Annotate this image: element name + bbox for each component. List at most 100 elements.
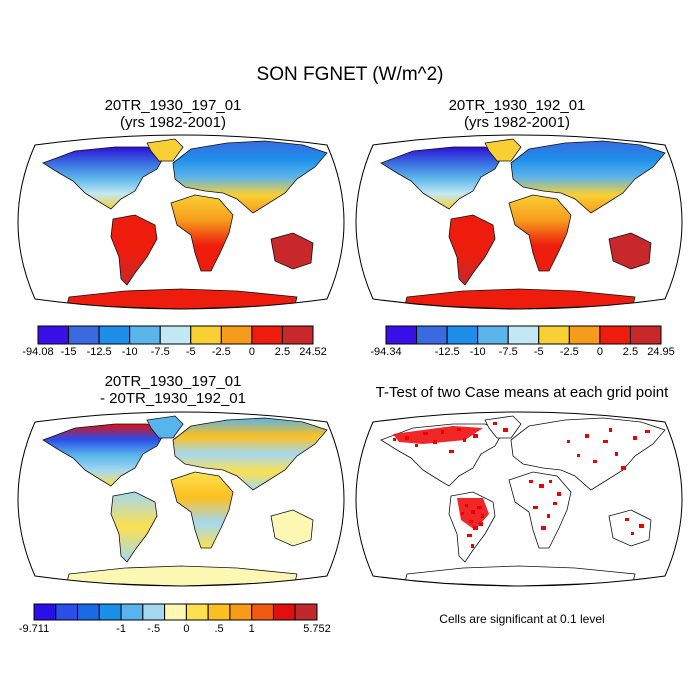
australia-landmass — [270, 509, 314, 547]
panel-2-title-line2: (yrs 1982-2001) — [464, 114, 570, 131]
eurasia-landmass — [510, 140, 666, 214]
panel-1-title-line2: (yrs 1982-2001) — [120, 114, 226, 131]
significant-cell — [633, 436, 637, 440]
map-boundary — [355, 411, 683, 587]
colorbar-3-box-11 — [272, 603, 296, 621]
colorbar-2-label: -5 — [533, 346, 544, 358]
map-panel-ttest — [355, 411, 683, 587]
figure-title: SON FGNET (W/m^2) — [256, 64, 444, 85]
colorbar-1-label: -2.5 — [211, 346, 231, 358]
namerica-landmass — [380, 146, 504, 210]
colorbar-1-label: -15 — [60, 346, 77, 358]
colorbar-2-box-7 — [599, 325, 631, 345]
colorbar-3-label: 0 — [183, 623, 190, 635]
samerica-landmass — [110, 214, 158, 286]
colorbar-2-label: 0 — [596, 346, 603, 358]
colorbar-1-box-5 — [190, 325, 222, 345]
colorbar-3-box-12 — [294, 603, 318, 621]
colorbar-3-label: .5 — [214, 623, 224, 635]
significant-cell — [449, 450, 454, 453]
colorbar-2-label: 2.5 — [622, 346, 639, 358]
significant-cell — [577, 454, 580, 457]
significant-cell — [625, 518, 629, 521]
colorbar-3-label: 5.752 — [303, 623, 331, 635]
panel-1-title: 20TR_1930_197_01 (yrs 1982-2001) — [28, 97, 318, 131]
colorbar-3-label: -.5 — [147, 623, 161, 635]
panel-4-title-line1: T-Test of two Case means at each grid po… — [375, 384, 669, 401]
colorbar-1-label: 24.52 — [299, 346, 327, 358]
colorbar-2-label: -94.34 — [370, 346, 402, 358]
significant-cell — [393, 438, 396, 441]
panel-3-title-line1: 20TR_1930_197_01 — [104, 373, 242, 390]
colorbar-2-box-5 — [538, 325, 570, 345]
colorbar-3-box-7 — [185, 603, 209, 621]
significant-region-south-america — [457, 498, 489, 530]
significant-cell — [473, 434, 478, 438]
colorbar-1-box-3 — [129, 325, 161, 345]
samerica-landmass — [110, 491, 158, 563]
significant-cell — [621, 466, 626, 470]
significant-cell — [467, 534, 472, 537]
colorbar-2-label: -12.5 — [434, 346, 460, 358]
colorbar-1-box-2 — [98, 325, 131, 345]
colorbar-1-box-1 — [68, 325, 100, 345]
greenland-landmass — [484, 138, 522, 162]
colorbar-3-box-8 — [207, 603, 231, 621]
colorbar-1-label: -5 — [185, 346, 196, 358]
significant-cell — [547, 514, 550, 518]
colorbar-3-box-6 — [164, 603, 187, 621]
colorbar-1-label: -7.5 — [150, 346, 170, 358]
greenland-landmass — [146, 415, 184, 439]
colorbar-3-box-9 — [229, 603, 253, 621]
colorbar-3-box-10 — [251, 603, 274, 621]
significant-cell — [631, 532, 634, 535]
colorbar-3-box-3 — [98, 603, 122, 621]
greenland-landmass — [484, 415, 522, 439]
significant-cell — [603, 440, 608, 443]
panel-3-title-line2: - 20TR_1930_192_01 — [100, 390, 246, 407]
colorbar-2-box-0 — [385, 325, 418, 345]
colorbar-panel-3-labels: -9.711 -1 -.5 0 .5 1 5.752 — [19, 623, 331, 637]
map-panel-case-192 — [355, 134, 683, 310]
namerica-landmass — [42, 423, 166, 487]
namerica-landmass — [42, 146, 166, 210]
significant-cell — [539, 484, 544, 488]
colorbar-3-box-2 — [77, 603, 100, 621]
significant-cell — [533, 506, 538, 509]
significant-cell — [541, 526, 546, 530]
colorbar-2-label: -10 — [469, 346, 486, 358]
eurasia-landmass — [172, 417, 328, 491]
colorbar-1-box-4 — [159, 325, 192, 345]
colorbar-3-label: -1 — [116, 623, 126, 635]
eurasia-landmass — [172, 140, 328, 214]
colorbar-panel-2 — [385, 325, 662, 345]
map-boundary — [17, 134, 345, 310]
colorbar-3-box-0 — [33, 603, 57, 621]
map-panel-case-197 — [17, 134, 345, 310]
colorbar-2-box-6 — [568, 325, 601, 345]
colorbar-panel-1-labels: -94.08 -15 -12.5 -10 -7.5 -5 -2.5 0 2.5 24.52 — [22, 346, 326, 360]
map-boundary — [355, 134, 683, 310]
samerica-landmass — [448, 214, 496, 286]
colorbar-1-label: 2.5 — [274, 346, 291, 358]
colorbar-2-label: 24.95 — [647, 346, 675, 358]
significant-cell — [609, 428, 612, 432]
africa-landmass — [170, 471, 234, 549]
colorbar-3-label: -9.711 — [18, 623, 50, 635]
colorbar-2-box-1 — [416, 325, 448, 345]
australia-landmass — [608, 509, 652, 547]
significant-cell — [553, 502, 557, 505]
colorbar-3-label: 1 — [248, 623, 255, 635]
significant-cell — [549, 480, 552, 483]
colorbar-3-box-5 — [142, 603, 166, 621]
colorbar-panel-3 — [33, 603, 318, 621]
panel-2-title: 20TR_1930_192_01 (yrs 1982-2001) — [372, 97, 662, 131]
significant-cell — [639, 524, 644, 528]
significant-cell — [529, 480, 533, 483]
australia-landmass — [270, 232, 314, 270]
significant-cell — [615, 452, 618, 456]
significant-cell — [567, 440, 570, 443]
significant-cell — [593, 460, 597, 463]
panel-3-title: 20TR_1930_197_01 - 20TR_1930_192_01 — [28, 373, 318, 407]
africa-landmass — [508, 194, 572, 272]
